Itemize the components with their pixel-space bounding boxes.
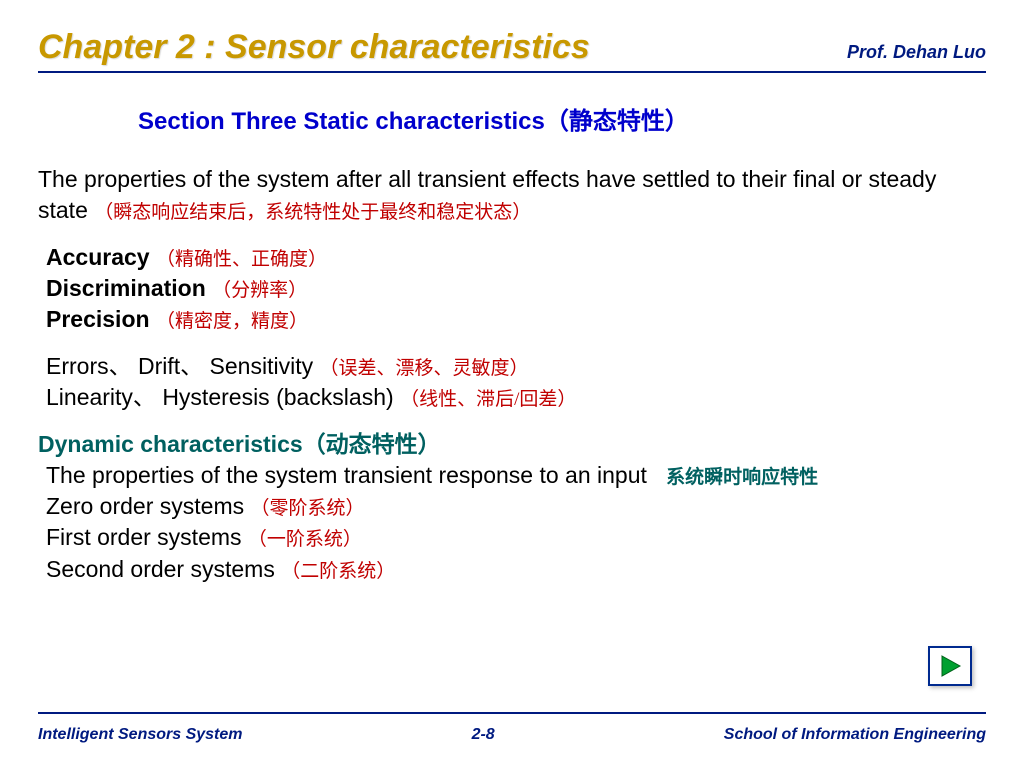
line-linearity: Linearity、 Hysteresis (backslash) （线性、滞后… bbox=[38, 382, 986, 413]
footer-divider bbox=[38, 712, 986, 714]
slide-header: Chapter 2 : Sensor characteristics Prof.… bbox=[38, 28, 986, 67]
header-divider bbox=[38, 71, 986, 73]
footer-left: Intelligent Sensors System bbox=[38, 726, 243, 744]
term-precision: Precision （精密度，精度） bbox=[38, 304, 986, 335]
dynamic-desc: The properties of the system transient r… bbox=[38, 460, 986, 491]
term-en: Precision bbox=[46, 306, 150, 332]
errors-en: Errors、 Drift、 Sensitivity bbox=[46, 353, 313, 379]
linearity-en: Linearity、 Hysteresis (backslash) bbox=[46, 384, 394, 410]
dyn-cn: （二阶系统） bbox=[281, 561, 395, 582]
dyn-cn: （一阶系统） bbox=[248, 529, 362, 550]
section-title: Section Three Static characteristics（静态特… bbox=[38, 101, 986, 136]
dynamic-desc-cn: 系统瞬时响应特性 bbox=[666, 467, 818, 488]
term-en: Discrimination bbox=[46, 275, 206, 301]
errors-cn: （误差、漂移、灵敏度） bbox=[319, 358, 528, 379]
footer-right: School of Information Engineering bbox=[724, 726, 986, 744]
author-name: Prof. Dehan Luo bbox=[847, 42, 986, 63]
dyn-cn: （零阶系统） bbox=[251, 498, 365, 519]
dynamic-heading-en: Dynamic characteristics bbox=[38, 431, 303, 457]
term-discrimination: Discrimination （分辨率） bbox=[38, 273, 986, 304]
footer-page-number: 2-8 bbox=[472, 726, 495, 744]
intro-paragraph: The properties of the system after all t… bbox=[38, 164, 986, 226]
intro-cn: （瞬态响应结束后，系统特性处于最终和稳定状态） bbox=[94, 202, 531, 223]
slide-footer: Intelligent Sensors System 2-8 School of… bbox=[38, 712, 986, 744]
dyn-en: Second order systems bbox=[46, 556, 275, 582]
term-accuracy: Accuracy （精确性、正确度） bbox=[38, 242, 986, 273]
dynamic-heading-cn: （动态特性） bbox=[303, 431, 441, 457]
term-cn: （精密度，精度） bbox=[156, 311, 308, 332]
dynamic-item-first: First order systems （一阶系统） bbox=[38, 522, 986, 553]
term-en: Accuracy bbox=[46, 244, 150, 270]
dyn-en: First order systems bbox=[46, 524, 242, 550]
dynamic-heading: Dynamic characteristics（动态特性） bbox=[38, 429, 986, 460]
term-cn: （分辨率） bbox=[212, 280, 307, 301]
dynamic-item-zero: Zero order systems （零阶系统） bbox=[38, 491, 986, 522]
next-slide-button[interactable] bbox=[928, 646, 972, 686]
dynamic-desc-en: The properties of the system transient r… bbox=[46, 462, 647, 488]
play-icon bbox=[938, 654, 962, 678]
linearity-cn: （线性、滞后/回差） bbox=[400, 389, 576, 410]
line-errors: Errors、 Drift、 Sensitivity （误差、漂移、灵敏度） bbox=[38, 351, 986, 382]
dyn-en: Zero order systems bbox=[46, 493, 244, 519]
term-cn: （精确性、正确度） bbox=[156, 249, 327, 270]
chapter-title: Chapter 2 : Sensor characteristics bbox=[38, 28, 590, 67]
dynamic-item-second: Second order systems （二阶系统） bbox=[38, 554, 986, 585]
